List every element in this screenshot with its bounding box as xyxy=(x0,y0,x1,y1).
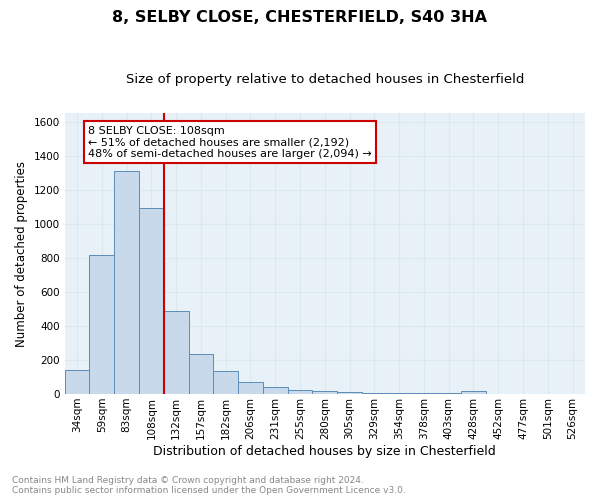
Bar xyxy=(461,391,486,394)
Bar xyxy=(238,382,263,394)
Y-axis label: Number of detached properties: Number of detached properties xyxy=(15,160,28,346)
Bar xyxy=(313,392,337,394)
Text: 8, SELBY CLOSE, CHESTERFIELD, S40 3HA: 8, SELBY CLOSE, CHESTERFIELD, S40 3HA xyxy=(113,10,487,25)
Text: 8 SELBY CLOSE: 108sqm
← 51% of detached houses are smaller (2,192)
48% of semi-d: 8 SELBY CLOSE: 108sqm ← 51% of detached … xyxy=(88,126,372,159)
Bar xyxy=(412,393,436,394)
Bar xyxy=(214,371,238,394)
Bar xyxy=(188,354,214,394)
Bar xyxy=(65,370,89,394)
Bar xyxy=(164,310,188,394)
Bar xyxy=(139,208,164,394)
Bar xyxy=(89,256,114,394)
Bar xyxy=(114,171,139,394)
Title: Size of property relative to detached houses in Chesterfield: Size of property relative to detached ho… xyxy=(125,72,524,86)
Bar xyxy=(287,390,313,394)
Bar xyxy=(337,392,362,394)
Bar xyxy=(387,393,412,394)
Text: Contains HM Land Registry data © Crown copyright and database right 2024.
Contai: Contains HM Land Registry data © Crown c… xyxy=(12,476,406,495)
X-axis label: Distribution of detached houses by size in Chesterfield: Distribution of detached houses by size … xyxy=(154,444,496,458)
Bar xyxy=(263,387,287,394)
Bar xyxy=(362,392,387,394)
